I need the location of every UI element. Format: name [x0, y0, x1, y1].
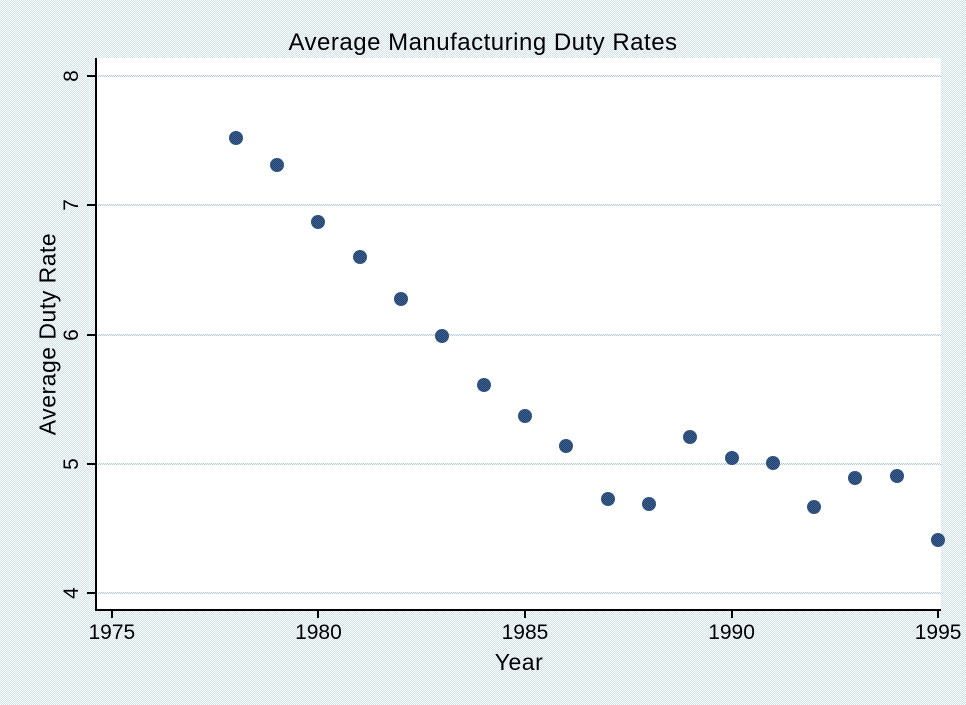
data-point	[848, 471, 863, 486]
x-tick-label: 1975	[88, 621, 136, 644]
data-point	[641, 497, 656, 512]
x-tick-label: 1995	[914, 621, 962, 644]
data-point	[724, 450, 739, 465]
x-tick	[110, 611, 113, 618]
data-point	[228, 131, 243, 146]
data-point	[435, 329, 450, 344]
y-gridline	[98, 333, 941, 336]
plot-area	[97, 58, 941, 609]
y-tick	[87, 333, 95, 336]
y-axis-line	[95, 58, 97, 611]
y-tick-label: 5	[60, 458, 83, 470]
data-point	[559, 439, 574, 454]
data-point	[394, 291, 409, 306]
data-point	[600, 492, 615, 507]
y-tick-label: 6	[60, 328, 83, 341]
y-tick-label: 7	[60, 199, 83, 212]
data-point	[683, 429, 698, 444]
y-tick	[87, 75, 95, 78]
x-tick-label: 1990	[708, 621, 755, 644]
data-point	[476, 378, 491, 393]
data-point	[352, 250, 367, 265]
y-gridline	[98, 592, 941, 595]
y-axis-title: Average Duty Rate	[34, 232, 61, 436]
chart-title: Average Manufacturing Duty Rates	[288, 29, 678, 56]
y-tick-label: 4	[60, 587, 83, 600]
x-tick	[730, 611, 733, 618]
y-gridline	[98, 463, 941, 466]
x-tick	[937, 611, 940, 618]
y-tick	[87, 592, 95, 595]
x-tick	[317, 611, 320, 618]
data-point	[889, 468, 904, 483]
y-gridline	[98, 204, 941, 207]
x-tick-label: 1985	[501, 621, 549, 644]
data-point	[931, 533, 946, 548]
x-tick-label: 1980	[295, 621, 342, 644]
x-axis-line	[95, 609, 941, 611]
data-point	[517, 409, 532, 424]
data-point	[270, 158, 285, 173]
y-gridline	[98, 75, 941, 78]
y-tick-label: 8	[60, 70, 83, 82]
data-point	[765, 455, 780, 470]
y-tick	[87, 463, 95, 466]
x-tick	[523, 611, 526, 618]
data-point	[807, 499, 822, 514]
x-axis-title: Year	[494, 649, 544, 675]
data-point	[311, 215, 326, 230]
y-tick	[87, 204, 95, 207]
